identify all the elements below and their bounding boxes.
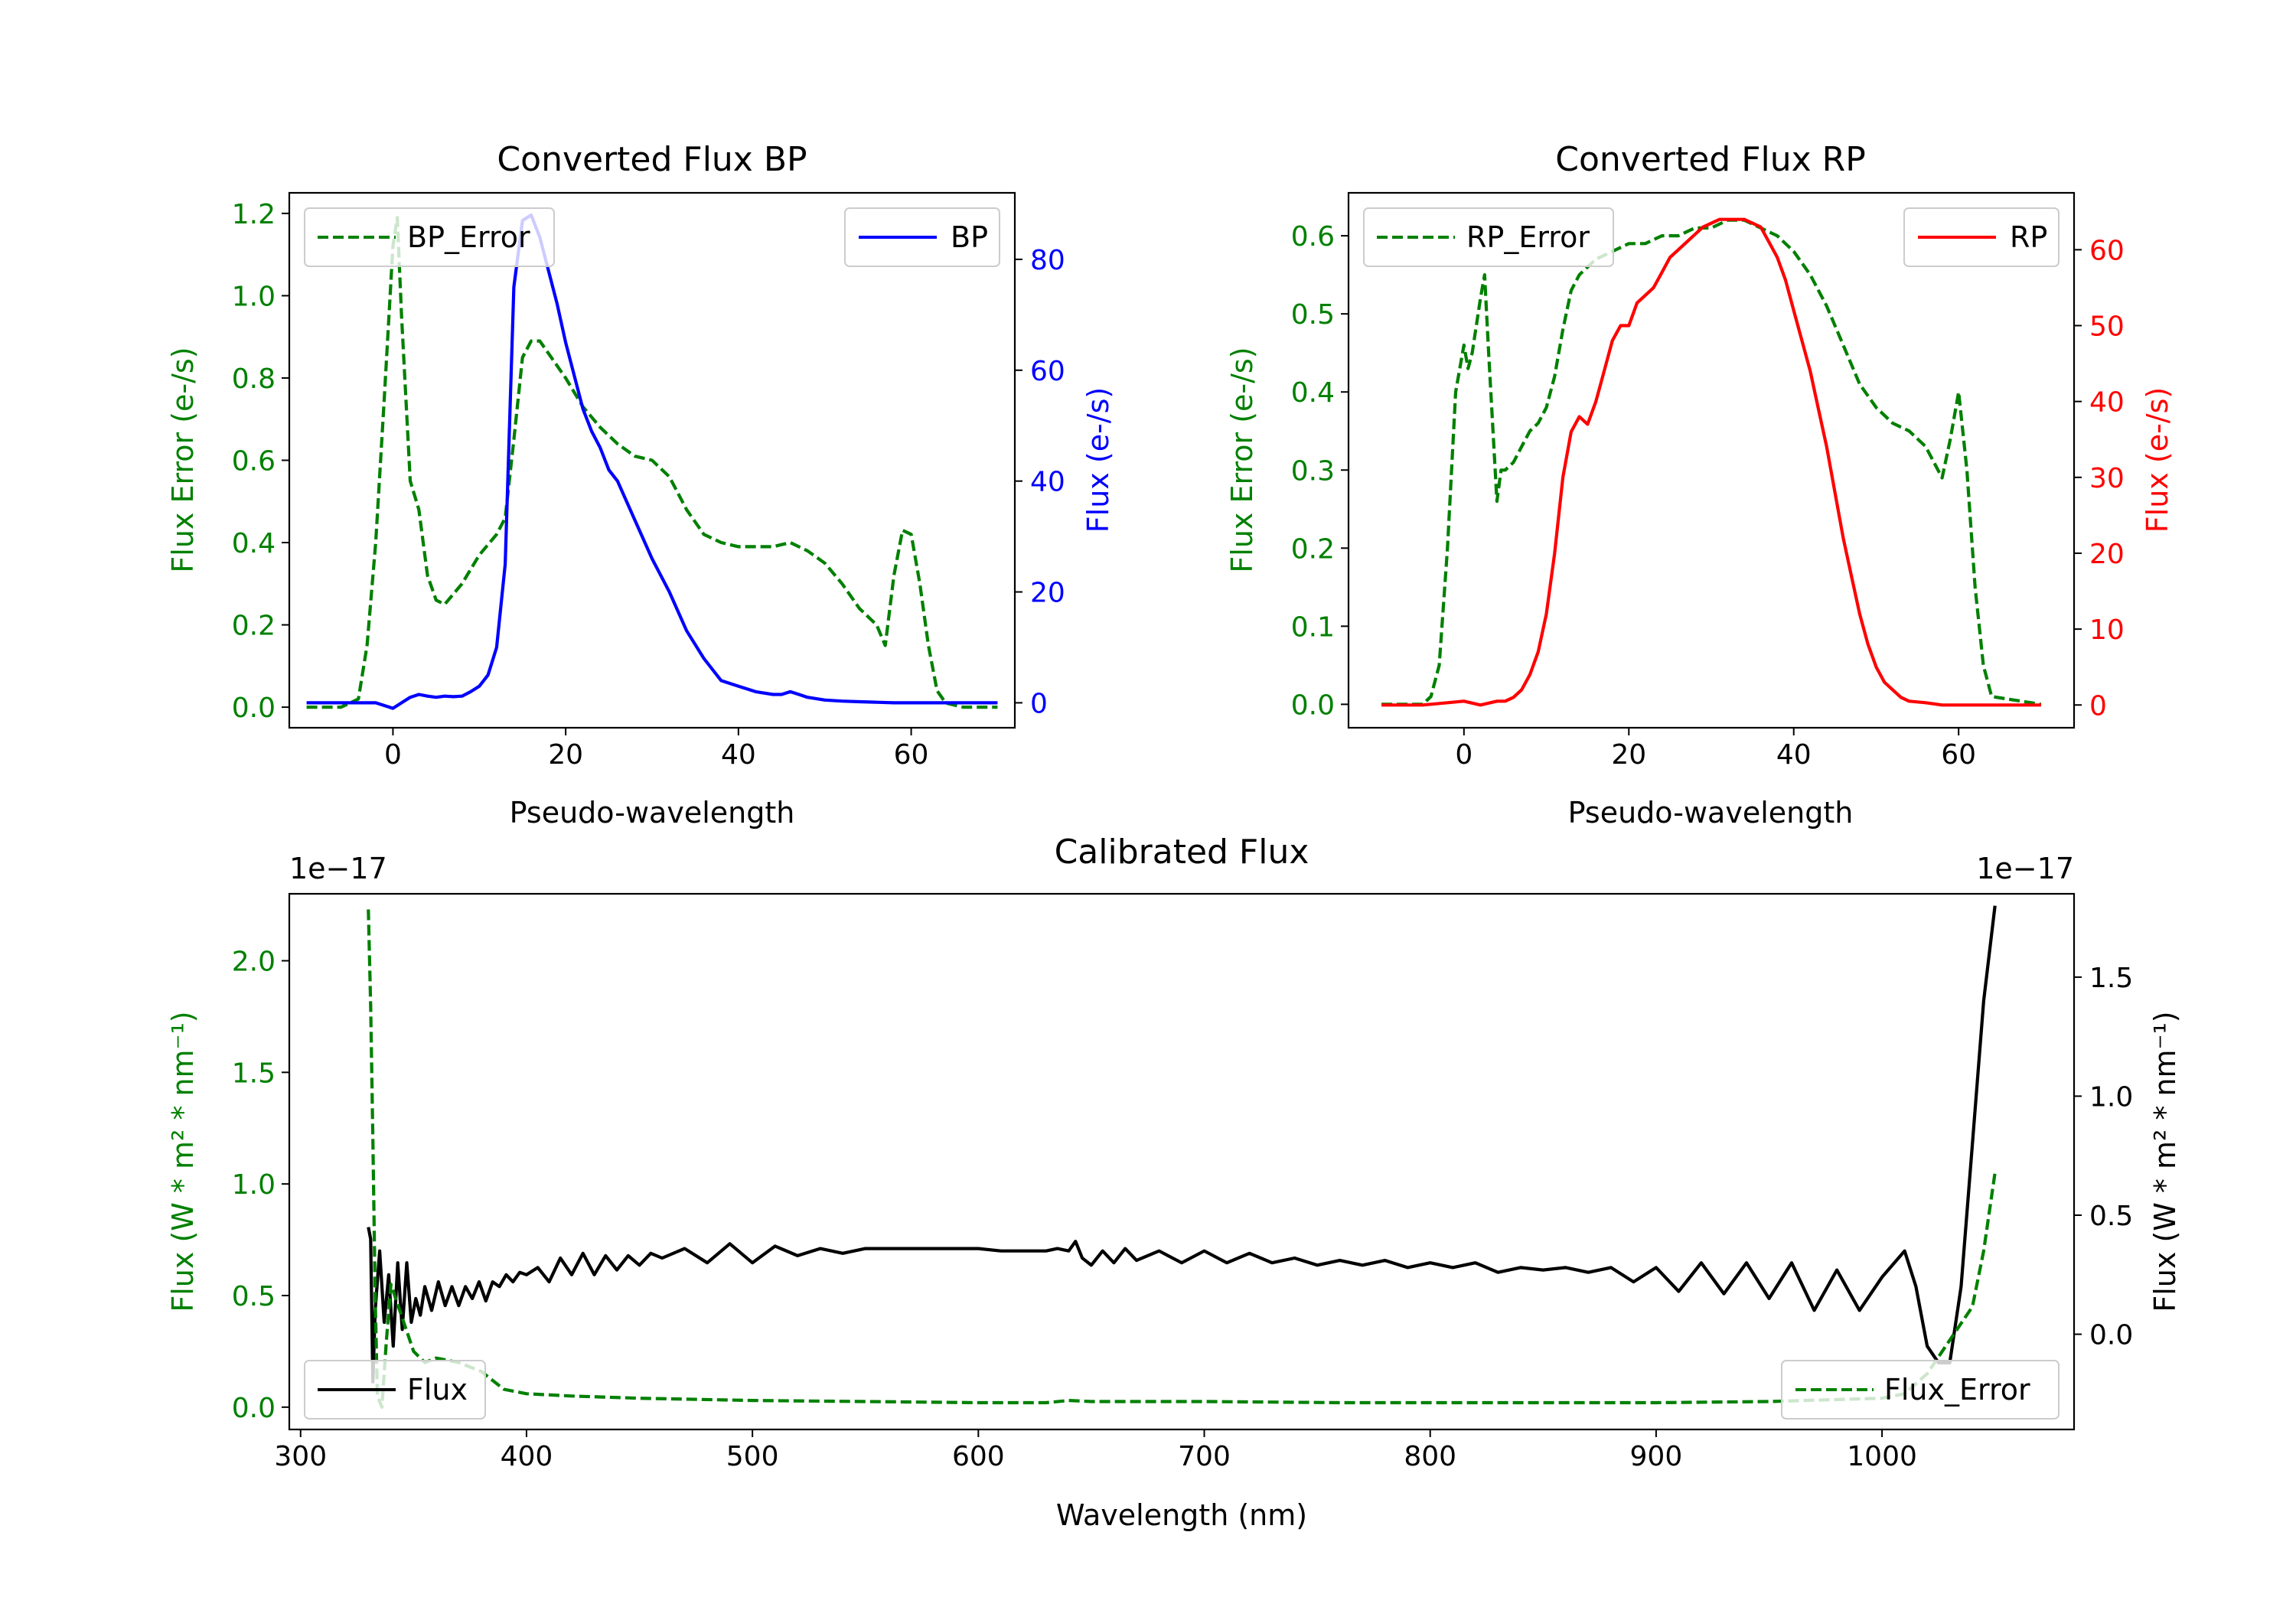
panel-bp: Converted Flux BP Pseudo-wavelength Flux… — [166, 140, 1115, 830]
y-right-tick-label: 1.0 — [2089, 1081, 2133, 1113]
y-left-tick-label: 0.8 — [232, 363, 276, 395]
y-right-tick-label: 60 — [2089, 235, 2125, 266]
lines-bp — [306, 213, 998, 710]
x-tick-label: 20 — [1611, 739, 1646, 771]
y-left-tick-label: 0.0 — [232, 693, 276, 724]
y-left-tick-label: 0.6 — [232, 446, 276, 478]
legend-right-calibrated: Flux_Error — [1781, 1360, 2060, 1420]
x-tick-label: 0 — [1455, 739, 1473, 771]
x-tick-label: 400 — [501, 1441, 553, 1472]
x-tick-label: 900 — [1630, 1441, 1683, 1472]
x-tick-label: 300 — [274, 1441, 327, 1472]
y-left-tick-label: 1.2 — [232, 199, 276, 230]
legend-left-calibrated: Flux — [304, 1360, 486, 1420]
x-tick-label: 60 — [1941, 739, 1976, 771]
legend-box-left-rp — [1363, 207, 1614, 267]
y-right-tick-label: 30 — [2089, 463, 2125, 494]
y-left-tick-label: 1.5 — [232, 1058, 276, 1089]
series-line-flux — [367, 905, 1997, 1384]
legend-right-bp: BP — [844, 207, 1000, 267]
y-right-tick-label: 40 — [2089, 387, 2125, 419]
y-right-tick-label: 0.5 — [2089, 1201, 2133, 1232]
panel-calibrated: Calibrated Flux 1e−17 1e−17 Wavelength (… — [166, 833, 2182, 1532]
y-right-tick-label: 60 — [1030, 356, 1065, 387]
title-rp: Converted Flux RP — [1555, 140, 1866, 179]
x-tick-label: 40 — [1776, 739, 1812, 771]
plot-frame-rp — [1347, 191, 2076, 729]
series-line-flux-error — [367, 909, 1997, 1409]
series-line-rp — [1381, 217, 2041, 707]
ylabel-left-bp: Flux Error (e-/s) — [166, 347, 200, 572]
xlabel-rp: Pseudo-wavelength — [1568, 796, 1854, 830]
y-right-tick-label: 50 — [2089, 311, 2125, 343]
x-tick-label: 20 — [548, 739, 583, 771]
legend-left-bp: BP_Error — [304, 207, 555, 267]
legend-box-right-calibrated — [1781, 1360, 2060, 1420]
plot-frame-bp — [288, 191, 1016, 729]
legend-label-flux-error: Flux_Error — [1884, 1373, 2030, 1407]
y-left-tick-label: 2.0 — [232, 947, 276, 978]
y-right-tick-label: 20 — [2089, 539, 2125, 570]
y-left-tick-label: 1.0 — [232, 281, 276, 312]
y-left-tick-label: 0.5 — [232, 1281, 276, 1312]
ylabel-right-rp: Flux (e-/s) — [2141, 387, 2174, 533]
plot-frame-calibrated — [288, 892, 2076, 1431]
legend-label-rp: RP — [2010, 220, 2047, 254]
legend-left-rp: RP_Error — [1363, 207, 1614, 267]
series-line-bp-error — [306, 216, 998, 709]
title-calibrated: Calibrated Flux — [1055, 833, 1309, 872]
x-tick-label: 40 — [721, 739, 756, 771]
y-right-tick-label: 40 — [1030, 467, 1065, 498]
y-right-tick-label: 1.5 — [2089, 963, 2133, 994]
y-left-tick-label: 0.0 — [232, 1393, 276, 1424]
ylabel-left-rp: Flux Error (e-/s) — [1225, 347, 1259, 572]
legend-label-flux: Flux — [407, 1373, 468, 1407]
series-line-rp-error — [1381, 218, 2042, 706]
xlabel-bp: Pseudo-wavelength — [510, 796, 795, 830]
lines-rp — [1381, 217, 2042, 707]
panel-rp: Converted Flux RP Pseudo-wavelength Flux… — [1225, 140, 2174, 830]
legend-label-bp-error: BP_Error — [407, 220, 530, 254]
y-left-tick-label: 0.2 — [1291, 533, 1335, 565]
ylabel-right-calibrated: Flux (W * m² * nm⁻¹) — [2148, 1011, 2182, 1312]
ylabel-left-calibrated: Flux (W * m² * nm⁻¹) — [166, 1011, 200, 1312]
y-right-tick-label: 0.0 — [2089, 1320, 2133, 1351]
y-right-tick-label: 0 — [2089, 690, 2107, 722]
ticks-calibrated: 300 400 500 600 700 800 900 1000 0.0 0.5 1.0 1.5 2.0… — [232, 947, 2134, 1473]
x-tick-label: 60 — [894, 739, 929, 771]
x-tick-label: 700 — [1178, 1441, 1231, 1472]
y-left-tick-label: 0.4 — [232, 528, 276, 559]
x-tick-label: 600 — [952, 1441, 1005, 1472]
xlabel-calibrated: Wavelength (nm) — [1056, 1498, 1307, 1532]
ticks-rp: 0 20 40 60 0.0 0.1 0.2 0.3 0.4 0.5 0.6 0 10 20 30 40 50 6… — [1291, 221, 2125, 771]
legend-box-left-bp — [304, 207, 555, 267]
y-left-tick-label: 0.5 — [1291, 299, 1335, 331]
y-left-tick-label: 0.3 — [1291, 455, 1335, 487]
ticks-bp: 0 20 40 60 0.0 0.2 0.4 0.6 0.8 1.0 1.2 0 20 40 60 80 — [232, 199, 1065, 771]
legend-right-rp: RP — [1903, 207, 2060, 267]
y-left-tick-label: 0.1 — [1291, 611, 1335, 643]
y-right-tick-label: 10 — [2089, 614, 2125, 646]
x-tick-label: 0 — [384, 739, 402, 771]
ylabel-right-bp: Flux (e-/s) — [1081, 387, 1115, 533]
y-left-tick-label: 0.0 — [1291, 689, 1335, 721]
title-bp: Converted Flux BP — [497, 140, 807, 179]
y-right-tick-label: 20 — [1030, 578, 1065, 609]
legend-label-bp: BP — [951, 220, 988, 254]
y-right-tick-label: 0 — [1030, 688, 1048, 719]
legend-label-rp-error: RP_Error — [1466, 220, 1590, 254]
y-left-tick-label: 1.0 — [232, 1169, 276, 1201]
offset-right-calibrated: 1e−17 — [1976, 852, 2074, 885]
x-tick-label: 500 — [726, 1441, 779, 1472]
series-line-bp — [306, 213, 998, 710]
y-left-tick-label: 0.6 — [1291, 221, 1335, 253]
y-left-tick-label: 0.2 — [232, 611, 276, 642]
lines-calibrated — [367, 905, 1997, 1409]
y-left-tick-label: 0.4 — [1291, 377, 1335, 409]
x-tick-label: 1000 — [1847, 1441, 1917, 1472]
x-tick-label: 800 — [1404, 1441, 1456, 1472]
offset-left-calibrated: 1e−17 — [289, 852, 387, 885]
y-right-tick-label: 80 — [1030, 245, 1065, 276]
